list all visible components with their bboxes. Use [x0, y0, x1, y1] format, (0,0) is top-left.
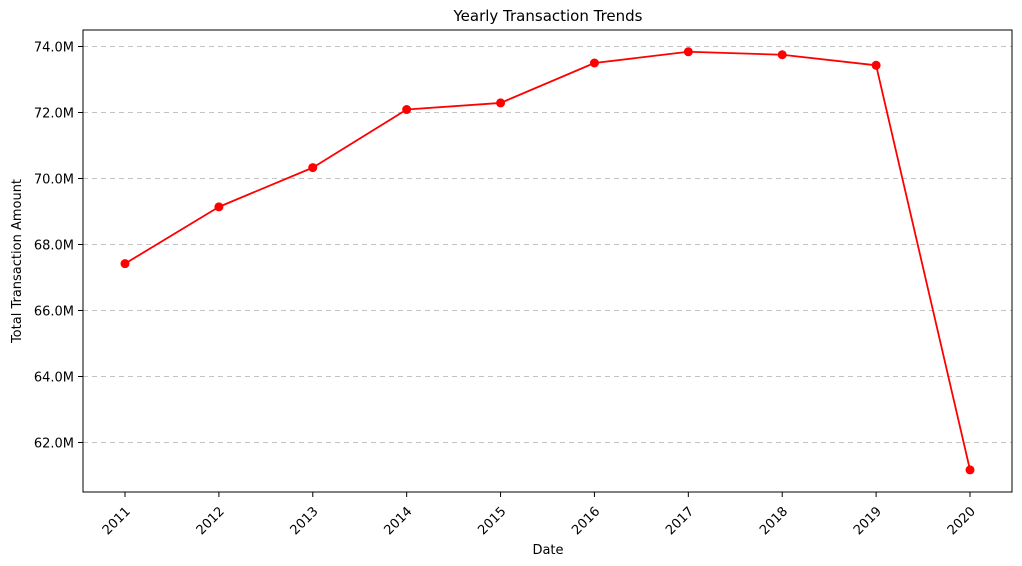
y-tick-label: 70.0M: [34, 173, 74, 188]
y-axis: 62.0M 64.0M 66.0M 68.0M 70.0M 72.0M 74.0M: [34, 41, 83, 452]
chart-title: Yearly Transaction Trends: [452, 7, 642, 25]
y-tick-label: 74.0M: [34, 41, 74, 56]
data-point: [777, 50, 787, 60]
y-tick-label: 68.0M: [34, 239, 74, 254]
data-point: [589, 58, 599, 68]
data-point: [871, 60, 881, 70]
data-point: [965, 465, 975, 475]
series-layer: [120, 47, 975, 475]
y-tick-label: 62.0M: [34, 437, 74, 452]
y-tick-label: 66.0M: [34, 305, 74, 320]
data-point: [120, 259, 130, 269]
y-tick-label: 72.0M: [34, 107, 74, 122]
data-point: [496, 98, 506, 108]
plot-area-frame: [82, 29, 1013, 493]
data-point: [308, 163, 318, 173]
data-point: [214, 202, 224, 212]
y-tick-label: 64.0M: [34, 371, 74, 386]
data-point: [402, 105, 412, 115]
series-line: [124, 50, 971, 471]
y-axis-label: Total Transaction Amount: [10, 179, 25, 344]
x-axis-label: Date: [532, 543, 563, 558]
grid-lines: [83, 46, 1012, 443]
data-point: [683, 47, 693, 57]
